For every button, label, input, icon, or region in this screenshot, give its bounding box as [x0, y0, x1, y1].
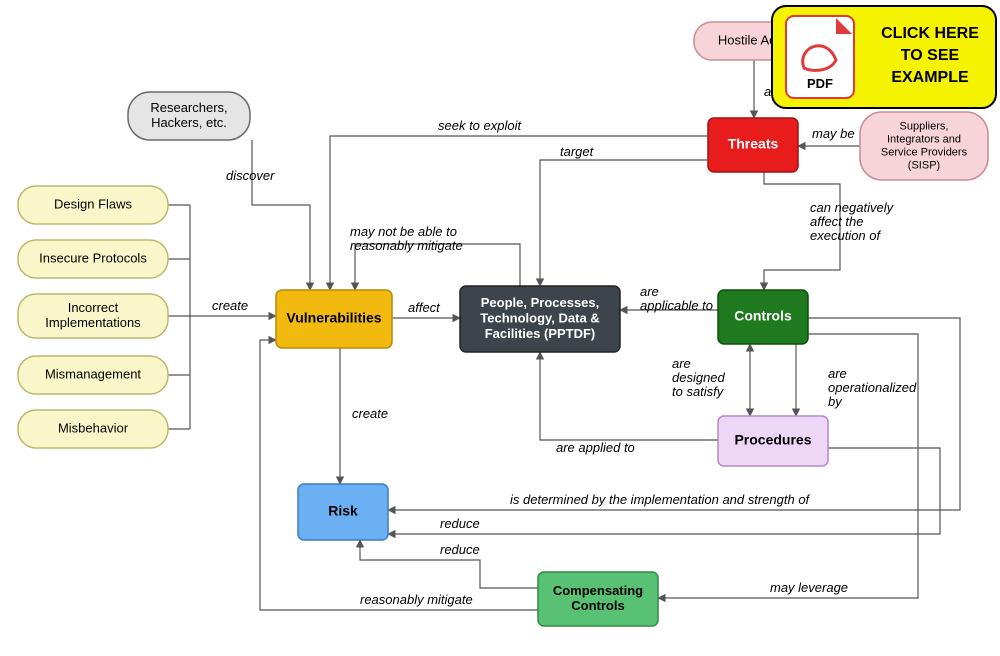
edge-label: are: [828, 366, 847, 381]
pdf-label: PDF: [807, 76, 833, 91]
cta-text[interactable]: CLICK HERE: [881, 25, 979, 42]
node-mismanagement: Mismanagement: [18, 356, 168, 394]
edge-label: may be: [812, 126, 855, 141]
node-pptdf: People, Processes,Technology, Data &Faci…: [460, 286, 620, 352]
nodes-layer: Researchers,Hackers, etc. Design Flaws Ins…: [18, 22, 988, 626]
edge-label: target: [560, 144, 595, 159]
edge-label: by: [828, 394, 843, 409]
node-compensating: CompensatingControls: [538, 572, 658, 626]
edge-label: discover: [226, 168, 275, 183]
edge-label: may not be able to: [350, 224, 457, 239]
diagram-canvas: discover create are may be seek to exploit ta…: [0, 0, 1000, 656]
node-insecure: Insecure Protocols: [18, 240, 168, 278]
node-threats: Threats: [708, 118, 798, 172]
svg-text:Controls: Controls: [734, 308, 792, 324]
svg-text:Implementations: Implementations: [45, 315, 141, 330]
node-researchers: Researchers,Hackers, etc.: [128, 92, 250, 140]
svg-text:(SISP): (SISP): [908, 159, 940, 171]
svg-text:Service Providers: Service Providers: [881, 146, 968, 158]
edge-threats-vuln: [330, 136, 708, 290]
edge-label: execution of: [810, 228, 881, 243]
edge-label: operationalized: [828, 380, 917, 395]
svg-text:Design Flaws: Design Flaws: [54, 196, 133, 211]
edge-label: is determined by the implementation and …: [510, 492, 811, 507]
node-procedures: Procedures: [718, 416, 828, 466]
edge-label: can negatively: [810, 200, 895, 215]
svg-text:Incorrect: Incorrect: [68, 300, 119, 315]
edge-label: affect the: [810, 214, 863, 229]
node-vulnerabilities: Vulnerabilities: [276, 290, 392, 348]
svg-text:Mismanagement: Mismanagement: [45, 366, 141, 381]
svg-text:Procedures: Procedures: [734, 432, 811, 448]
edge-label: are applied to: [556, 440, 635, 455]
svg-text:Risk: Risk: [328, 503, 358, 519]
edge-researchers-vuln: [252, 140, 310, 290]
edge-label: create: [352, 406, 388, 421]
svg-text:Hackers, etc.: Hackers, etc.: [151, 115, 227, 130]
node-risk: Risk: [298, 484, 388, 540]
edge-label: create: [212, 298, 248, 313]
svg-text:Controls: Controls: [571, 598, 624, 613]
cta-text[interactable]: TO SEE: [901, 47, 960, 64]
edge-label: are: [640, 284, 659, 299]
svg-text:Insecure Protocols: Insecure Protocols: [39, 250, 147, 265]
edge-label: to satisfy: [672, 384, 725, 399]
svg-text:People, Processes,: People, Processes,: [481, 295, 600, 310]
edge-label: reasonably mitigate: [360, 592, 473, 607]
node-design_flaws: Design Flaws: [18, 186, 168, 224]
node-misbehavior: Misbehavior: [18, 410, 168, 448]
svg-text:Facilities (PPTDF): Facilities (PPTDF): [485, 326, 596, 341]
svg-text:Misbehavior: Misbehavior: [58, 420, 129, 435]
edge-label: may leverage: [770, 580, 848, 595]
node-incorrect: IncorrectImplementations: [18, 294, 168, 338]
edge-label: are: [672, 356, 691, 371]
edge-label: affect: [408, 300, 441, 315]
edge-label: reduce: [440, 516, 480, 531]
edge-label: reasonably mitigate: [350, 238, 463, 253]
svg-text:Technology, Data &: Technology, Data &: [480, 310, 599, 325]
svg-text:Suppliers,: Suppliers,: [900, 120, 949, 132]
edge-comp-vuln: [260, 340, 538, 610]
cta-text[interactable]: EXAMPLE: [891, 69, 969, 86]
edge-label: seek to exploit: [438, 118, 522, 133]
svg-text:Vulnerabilities: Vulnerabilities: [286, 310, 381, 326]
edge-threats-pptdf: [540, 160, 708, 286]
edge-label: applicable to: [640, 298, 713, 313]
svg-text:Researchers,: Researchers,: [150, 100, 227, 115]
edge-label: designed: [672, 370, 726, 385]
svg-text:Threats: Threats: [728, 136, 779, 152]
node-controls: Controls: [718, 290, 808, 344]
node-sisp: Suppliers,Integrators andService Provide…: [860, 112, 988, 180]
svg-text:Compensating: Compensating: [553, 583, 643, 598]
edge-label: reduce: [440, 542, 480, 557]
svg-text:Integrators and: Integrators and: [887, 133, 961, 145]
cta-layer[interactable]: PDF CLICK HERE TO SEE EXAMPLE: [772, 6, 996, 108]
